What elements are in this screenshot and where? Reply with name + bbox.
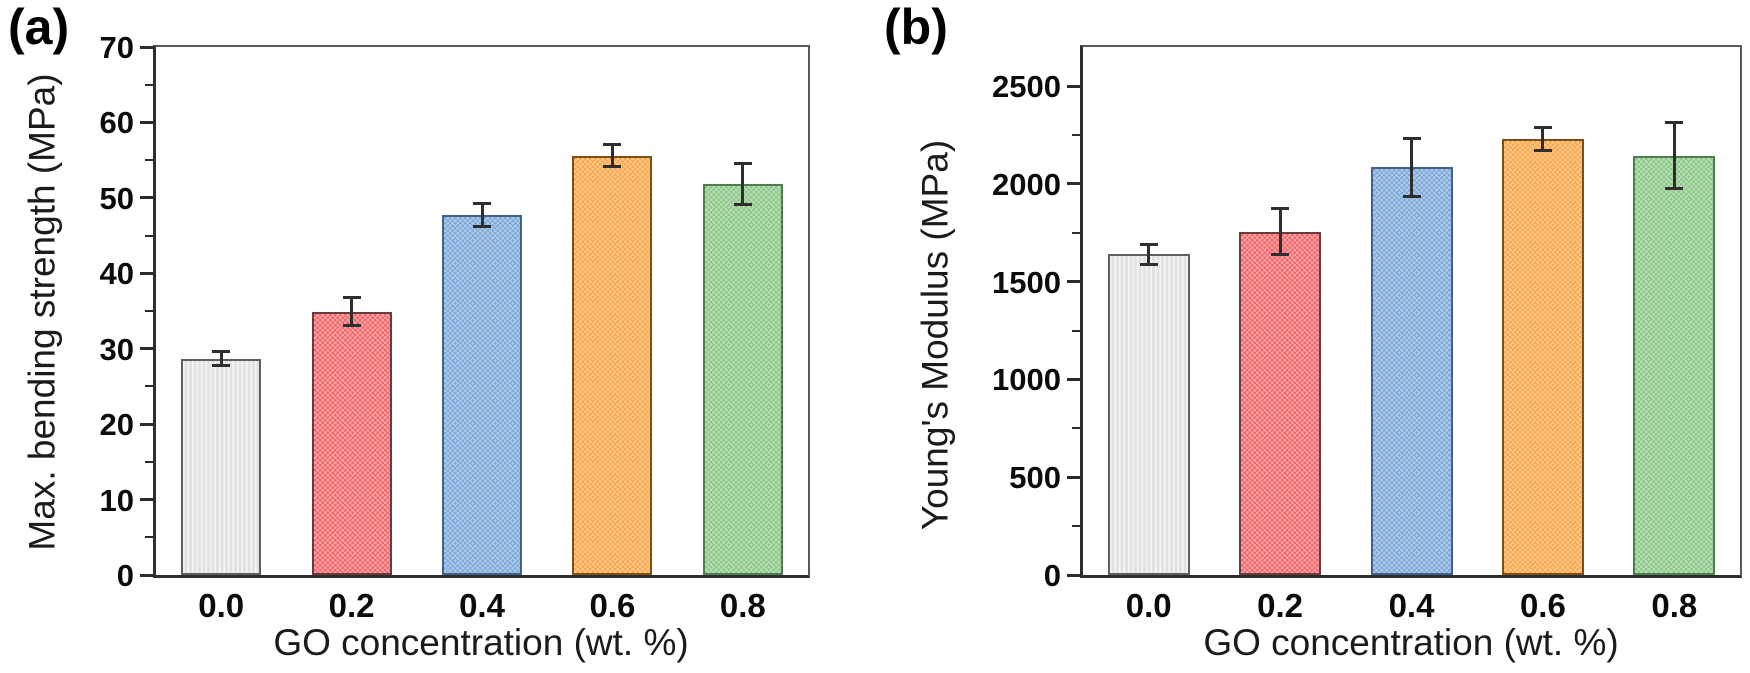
y-axis-major-tick [140,498,153,502]
y-axis-tick-label: 500 [1009,460,1061,496]
error-bar-line-0.8 [741,163,745,206]
y-axis-major-tick [1067,377,1080,381]
error-bar-line-0.4 [480,203,484,228]
panel-b-label: (b) [884,0,948,55]
x-axis-tick-label: 0.0 [1125,587,1172,624]
error-bar-cap-top-0.8 [1665,121,1684,125]
y-axis-tick-label: 30 [99,331,134,367]
error-bar-cap-top-0.6 [1533,126,1552,130]
y-axis-major-tick [140,347,153,351]
error-bar-cap-bottom-0.8 [733,203,752,207]
error-bar-cap-top-0.0 [1139,242,1158,246]
y-axis-minor-tick [1072,231,1080,234]
y-axis-tick-label: 10 [99,482,134,518]
error-bar-cap-bottom-0.8 [1665,186,1684,190]
error-bar-cap-top-0.8 [733,162,752,166]
y-axis-major-tick [140,45,153,49]
error-bar-line-0.8 [1672,122,1676,189]
y-axis-major-tick [1067,475,1080,479]
y-axis-minor-tick [1072,525,1080,528]
panel-a-y-axis-title: Max. bending strength (MPa) [21,73,63,551]
x-axis-tick-label: 0.8 [719,587,766,624]
y-axis-major-tick [140,573,153,577]
error-bar-cap-top-0.4 [473,202,491,206]
panel-b-plot-area: 0 500 1000 1500 2000 2500 0.0 0.2 0.4 0.6 0.8 [992,45,1742,622]
y-axis-major-tick [1067,84,1080,88]
y-axis-major-tick [1067,182,1080,186]
bar-0.6 [1501,138,1584,575]
y-axis-minor-tick [1072,329,1080,332]
y-axis-tick-label: 2000 [992,166,1061,202]
error-bar-cap-top-0.2 [342,296,361,300]
y-axis-minor-tick [145,234,153,237]
x-axis-tick-label: 0.4 [1388,587,1435,624]
y-axis-minor-tick [1072,134,1080,136]
panel-b-x-axis-title: GO concentration (wt. %) [1203,622,1619,663]
bar-0.0 [1107,254,1190,575]
error-bar-line-0.4 [1410,137,1413,197]
bar-0.2 [1239,231,1322,575]
error-bar-line-0.2 [350,297,354,327]
error-bar-cap-bottom-0.0 [212,364,231,368]
error-bar-cap-bottom-0.4 [473,225,491,229]
y-axis-major-tick [140,120,153,124]
bar-0.0 [181,358,262,575]
y-axis-tick-label: 50 [99,180,134,216]
bar-0.8 [702,184,783,575]
y-axis-tick-label: 60 [99,105,134,141]
bar-0.2 [311,311,392,575]
x-axis-tick-label: 0.0 [198,587,245,624]
y-axis-major-tick [1067,280,1080,284]
error-bar-cap-bottom-0.2 [342,324,361,328]
error-bar-cap-top-0.2 [1271,207,1290,211]
error-bar-cap-top-0.0 [212,350,231,353]
y-axis-tick-label: 40 [99,256,134,292]
x-axis-tick-label: 0.2 [328,587,375,624]
y-axis-minor-tick [1072,427,1080,430]
x-axis-tick-label: 0.6 [1519,587,1566,624]
y-axis-minor-tick [145,159,153,162]
bar-0.8 [1633,155,1716,575]
error-bar-cap-bottom-0.6 [603,164,622,168]
y-axis-tick-label: 1500 [992,264,1061,300]
x-axis-tick-label: 0.2 [1257,587,1304,624]
y-axis-tick-label: 0 [1043,558,1061,593]
y-axis-tick-label: 70 [99,30,134,65]
y-axis-minor-tick [145,310,153,312]
y-axis-major-tick [1067,573,1080,577]
y-axis-tick-label: 2500 [992,69,1061,105]
y-axis-tick-label: 0 [116,558,134,593]
y-axis-major-tick [140,196,153,200]
x-axis-tick-label: 0.4 [459,587,505,624]
bar-0.4 [442,215,522,575]
error-bar-line-0.6 [610,144,614,167]
panel-a-x-axis-title: GO concentration (wt. %) [273,622,689,663]
error-bar-cap-bottom-0.0 [1139,263,1158,266]
panel-a-label: (a) [8,0,70,55]
y-axis-minor-tick [145,385,153,388]
y-axis-minor-tick [145,460,153,463]
y-axis-tick-label: 1000 [992,362,1061,398]
error-bar-line-0.0 [219,351,223,367]
x-axis-tick-label: 0.8 [1651,587,1698,624]
error-bar-cap-bottom-0.2 [1271,253,1290,257]
y-axis-minor-tick [145,83,153,86]
error-bar-cap-top-0.4 [1402,136,1421,140]
y-axis-minor-tick [145,536,153,539]
panel-a-plot-area: 0 10 20 30 40 50 60 70 0.0 0.2 0.4 0.6 0.8 [100,32,810,622]
error-bar-cap-top-0.6 [603,143,622,147]
error-bar-cap-bottom-0.6 [1533,148,1552,152]
bar-0.4 [1370,167,1453,575]
y-axis-major-tick [140,271,153,275]
error-bar-line-0.0 [1147,243,1151,265]
error-bar-cap-bottom-0.4 [1402,194,1421,198]
bar-0.6 [572,155,653,575]
x-axis-tick-label: 0.6 [589,587,636,624]
y-axis-major-tick [140,422,153,426]
error-bar-line-0.6 [1541,127,1545,151]
error-bar-line-0.2 [1278,208,1282,256]
y-axis-tick-label: 20 [99,407,134,443]
